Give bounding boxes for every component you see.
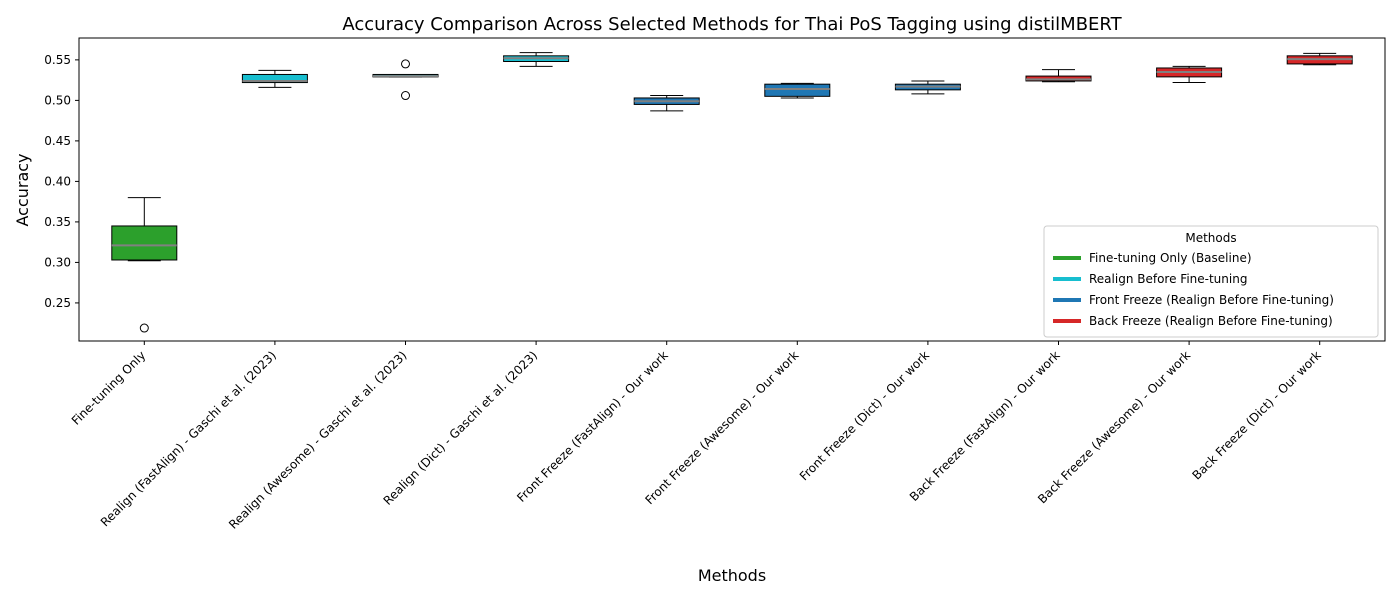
x-tick-label: Front Freeze (Dict) - Our work: [797, 348, 932, 483]
y-tick-label: 0.35: [44, 215, 71, 229]
outlier-point: [401, 59, 410, 69]
legend-frame: [1043, 225, 1379, 338]
box-group: [1156, 65, 1223, 84]
box-iqr: [764, 83, 831, 97]
axes-frame: [78, 37, 1386, 342]
outlier-point: [139, 323, 149, 333]
box-group: [503, 52, 570, 67]
outlier-point: [401, 91, 410, 101]
box-group: [111, 197, 178, 333]
y-tick-label: 0.55: [44, 53, 71, 67]
box-group: [1025, 69, 1092, 83]
x-tick-label: Back Freeze (Dict) - Our work: [1190, 348, 1324, 482]
x-axis-label: Methods: [698, 566, 766, 585]
legend: Methods Fine-tuning Only (Baseline) Realig…: [1043, 225, 1379, 338]
x-tick-label: Back Freeze (FastAlign) - Our work: [907, 348, 1063, 504]
x-tick-label: Fine-tuning Only: [69, 348, 149, 428]
legend-entry-label: Realign Before Fine-tuning: [1089, 272, 1247, 286]
y-tick-label: 0.40: [44, 174, 71, 188]
box-group: [241, 69, 308, 88]
box-iqr: [111, 225, 178, 261]
x-tick-label: Front Freeze (FastAlign) - Our work: [514, 348, 671, 505]
x-tick-label: Back Freeze (Awesome) - Our work: [1035, 348, 1193, 506]
legend-entry-label: Fine-tuning Only (Baseline): [1089, 251, 1252, 265]
box-group: [764, 82, 831, 99]
box-group: [372, 59, 439, 101]
chart-title: Accuracy Comparison Across Selected Meth…: [342, 14, 1122, 35]
y-axis-label: Accuracy: [13, 153, 32, 226]
box-group: [633, 95, 700, 112]
x-tick-label: Front Freeze (Awesome) - Our work: [642, 348, 801, 507]
y-tick-label: 0.25: [44, 296, 71, 310]
legend-entry-label: Front Freeze (Realign Before Fine-tuning…: [1089, 293, 1334, 307]
box-iqr: [241, 73, 308, 84]
x-tick-label: Realign (Dict) - Gaschi et al. (2023): [381, 348, 541, 508]
y-tick-label: 0.30: [44, 255, 71, 269]
legend-title: Methods: [1185, 231, 1236, 245]
y-tick-label: 0.45: [44, 134, 71, 148]
box-group: [894, 80, 961, 95]
legend-entry-label: Back Freeze (Realign Before Fine-tuning): [1089, 314, 1333, 328]
y-tick-label: 0.50: [44, 93, 71, 107]
box-group: [1286, 52, 1353, 66]
